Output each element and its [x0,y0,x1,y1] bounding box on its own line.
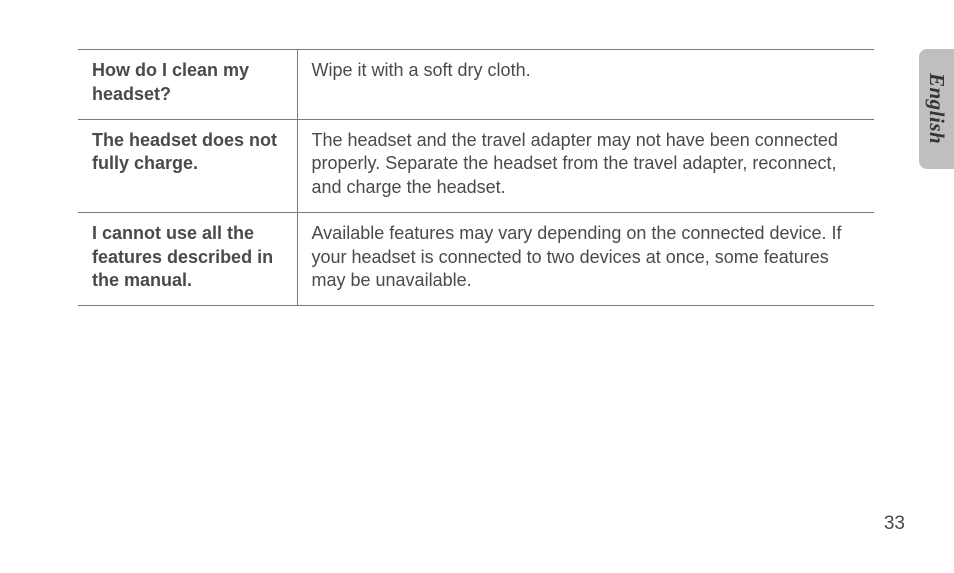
faq-answer: Wipe it with a soft dry cloth. [297,50,874,120]
language-tab-label: English [924,73,949,144]
faq-question: How do I clean my headset? [78,50,297,120]
table-row: How do I clean my headset? Wipe it with … [78,50,874,120]
language-tab: English [919,49,954,169]
faq-answer: Available features may vary depending on… [297,212,874,305]
page-number: 33 [884,513,905,535]
manual-page: How do I clean my headset? Wipe it with … [0,0,954,573]
faq-table: How do I clean my headset? Wipe it with … [78,49,874,306]
faq-answer: The headset and the travel adapter may n… [297,119,874,212]
faq-question: I cannot use all the features described … [78,212,297,305]
faq-question: The headset does not fully charge. [78,119,297,212]
table-row: The headset does not fully charge. The h… [78,119,874,212]
table-row: I cannot use all the features described … [78,212,874,305]
